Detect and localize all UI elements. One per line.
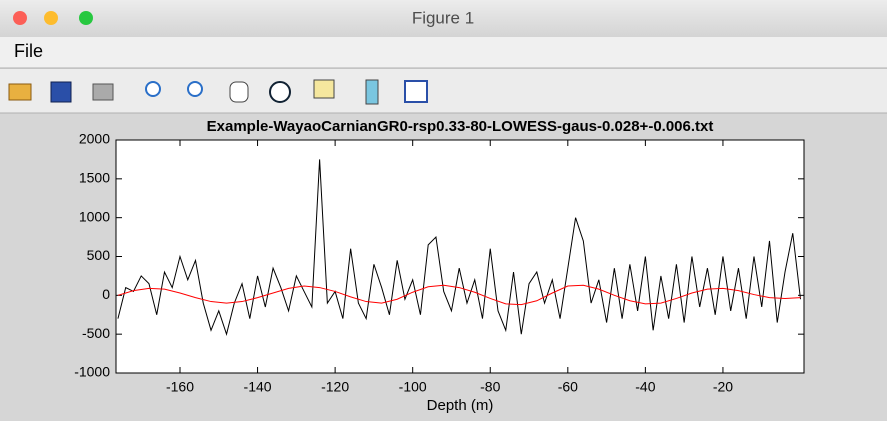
x-tick-label: -20 [713,379,733,395]
y-tick-label: 500 [87,247,111,263]
x-tick-label: -60 [558,379,578,395]
y-tick-label: 1000 [79,208,110,224]
legend-icon[interactable] [404,80,428,103]
zoom-in-icon[interactable] [145,81,161,97]
x-tick-label: -40 [635,379,655,395]
rotate-icon[interactable] [269,81,291,103]
toolbar-icons [8,79,428,105]
zoom-button[interactable] [79,11,93,25]
close-button[interactable] [13,11,27,25]
print-icon[interactable] [92,83,114,101]
data-line [117,159,802,336]
pan-icon[interactable] [229,81,249,103]
zoom-out-icon[interactable] [187,81,203,97]
x-tick-label: -140 [244,379,272,395]
y-tick-label: 1500 [79,170,110,186]
datatip-icon[interactable] [313,79,335,99]
x-tick-label: -100 [399,379,427,395]
minimize-button[interactable] [44,11,58,25]
toolbar [0,69,887,113]
title-bar [0,0,887,37]
menu-item[interactable]: File [14,41,43,61]
y-tick-label: -1000 [74,364,110,380]
open-icon[interactable] [8,83,32,101]
x-tick-label: -80 [480,379,500,395]
x-tick-label: -160 [166,379,194,395]
window-title: Figure 1 [412,8,474,27]
data-line [117,284,801,306]
plot-area [115,139,805,374]
colorbar-icon[interactable] [365,79,379,105]
x-axis-label: Depth (m) [427,397,494,414]
y-tick-label: 2000 [79,131,110,147]
menu-bar [0,37,887,68]
chart-title: Example-WayaoCarnianGR0-rsp0.33-80-LOWES… [207,118,714,135]
save-icon[interactable] [50,81,72,103]
y-tick-label: -500 [82,325,110,341]
y-tick-label: 0 [102,286,110,302]
x-tick-label: -120 [321,379,349,395]
